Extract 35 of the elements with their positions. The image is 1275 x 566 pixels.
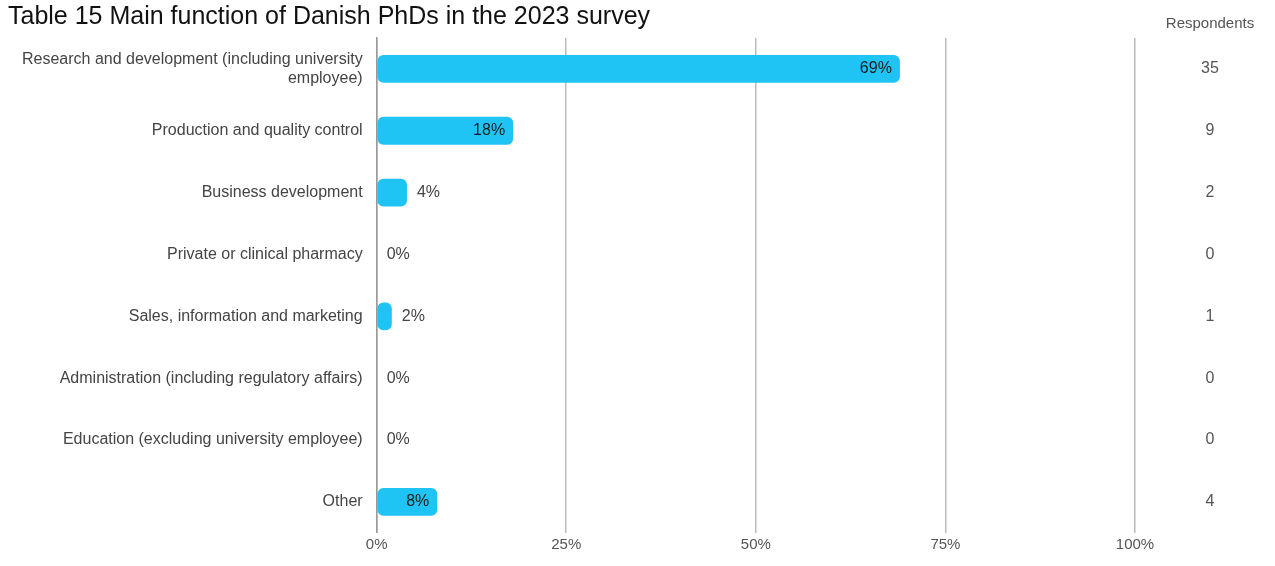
x-tick-label: 25% — [551, 534, 582, 552]
y-tick-label: Production and quality control — [151, 121, 363, 139]
bar — [377, 116, 514, 145]
bar — [377, 178, 407, 207]
x-tick-label: 0% — [365, 534, 388, 552]
y-tick-label: Research and development (including university employee) — [21, 49, 363, 86]
y-tick-label: Administration (including regulatory affairs) — [59, 368, 363, 386]
bar — [377, 487, 438, 516]
data-label: 0% — [386, 368, 410, 386]
data-label: 18% — [473, 121, 506, 139]
y-tick-label: Business development — [201, 183, 364, 201]
data-label: 4% — [416, 183, 441, 201]
text: 0 — [1205, 430, 1215, 448]
data-label: 2% — [401, 306, 425, 324]
text: 35 — [1201, 59, 1219, 77]
text: 0 — [1205, 244, 1215, 262]
y-tick-label: Private or clinical pharmacy — [167, 244, 363, 262]
data-label: 0% — [386, 244, 410, 262]
text: 2 — [1205, 183, 1215, 201]
data-label: 69% — [859, 59, 892, 77]
text: 4 — [1205, 492, 1215, 510]
text: 9 — [1205, 121, 1215, 139]
data-label: 8% — [406, 492, 430, 510]
x-tick-label: 100% — [1115, 534, 1155, 552]
x-tick-label: 75% — [930, 534, 961, 552]
y-tick-label: Education (excluding university employee) — [62, 430, 363, 448]
x-tick-label: 50% — [740, 534, 771, 552]
text: 0 — [1205, 368, 1215, 386]
text: 1 — [1205, 306, 1215, 324]
data-label: 0% — [386, 430, 410, 448]
y-tick-label: Sales, information and marketing — [128, 306, 363, 324]
bar — [377, 55, 900, 83]
chart-title: Table 15 Main function of Danish PhDs in the 2023 survey — [8, 0, 651, 29]
text: Respondents — [1165, 14, 1255, 32]
y-tick-label: Other — [322, 492, 364, 510]
